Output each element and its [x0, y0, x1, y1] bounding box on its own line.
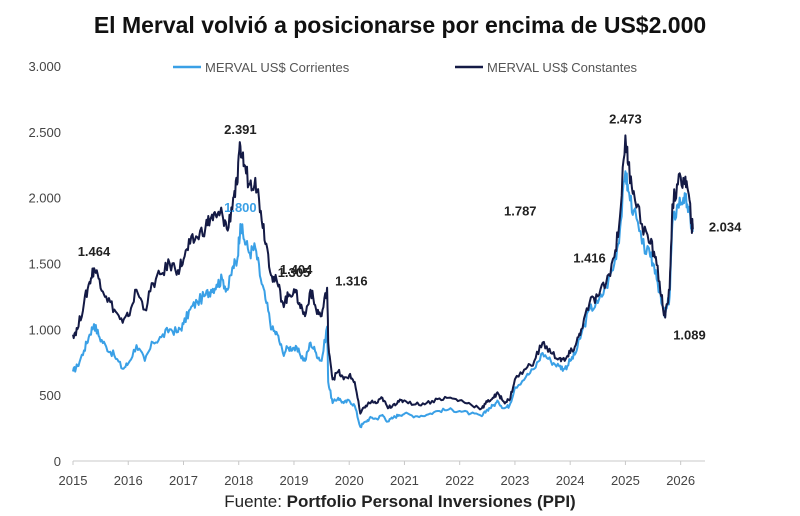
- data-label-constantes: 2.391: [224, 122, 257, 137]
- x-tick-label: 2016: [114, 473, 143, 488]
- x-tick-label: 2022: [445, 473, 474, 488]
- data-label-constantes: 1.464: [78, 244, 111, 259]
- chart-title: El Merval volvió a posicionarse por enci…: [93, 12, 707, 38]
- data-label-constantes: 2.034: [709, 219, 742, 234]
- x-tick-label: 2021: [390, 473, 419, 488]
- series-line-corrientes: [72, 170, 694, 429]
- y-tick-label: 0: [54, 454, 61, 469]
- x-tick-label: 2019: [280, 473, 309, 488]
- legend-label-constantes: MERVAL US$ Constantes: [487, 60, 638, 75]
- y-tick-label: 2.000: [28, 191, 61, 206]
- x-tick-label: 2020: [335, 473, 364, 488]
- legend-label-corrientes: MERVAL US$ Corrientes: [205, 60, 350, 75]
- data-label-constantes: 1.787: [504, 204, 537, 219]
- source-name: Portfolio Personal Inversiones (PPI): [286, 492, 576, 511]
- x-tick-label: 2025: [611, 473, 640, 488]
- data-label-constantes: 1.316: [335, 274, 368, 289]
- x-tick-label: 2017: [169, 473, 198, 488]
- data-label-constantes: 1.305: [278, 265, 311, 280]
- series-layer: [72, 134, 694, 429]
- y-tick-label: 1.500: [28, 257, 61, 272]
- data-label-corrientes: 1.800: [224, 200, 257, 215]
- data-label-constantes: 1.089: [673, 328, 706, 343]
- x-tick-label: 2018: [224, 473, 253, 488]
- series-line-constantes: [72, 134, 694, 415]
- legend: MERVAL US$ Corrientes MERVAL US$ Constant…: [173, 60, 638, 75]
- source-prefix: Fuente:: [224, 492, 287, 511]
- x-tick-label: 2024: [556, 473, 585, 488]
- y-tick-label: 500: [39, 388, 61, 403]
- y-tick-label: 3.000: [28, 59, 61, 74]
- x-tick-label: 2023: [500, 473, 529, 488]
- data-label-constantes: 2.473: [609, 111, 642, 126]
- data-label-constantes: 1.416: [573, 251, 606, 266]
- y-tick-label: 2.500: [28, 125, 61, 140]
- data-label-constantes: 1.404: [280, 262, 313, 277]
- x-tick-label: 2015: [59, 473, 88, 488]
- y-tick-label: 1.000: [28, 322, 61, 337]
- chart-source: Fuente: Portfolio Personal Inversiones (…: [0, 492, 800, 512]
- axis-layer: 0 500 1.000 1.500 2.000 2.500 3.000 2015 2016 201…: [28, 59, 705, 488]
- x-tick-label: 2026: [666, 473, 695, 488]
